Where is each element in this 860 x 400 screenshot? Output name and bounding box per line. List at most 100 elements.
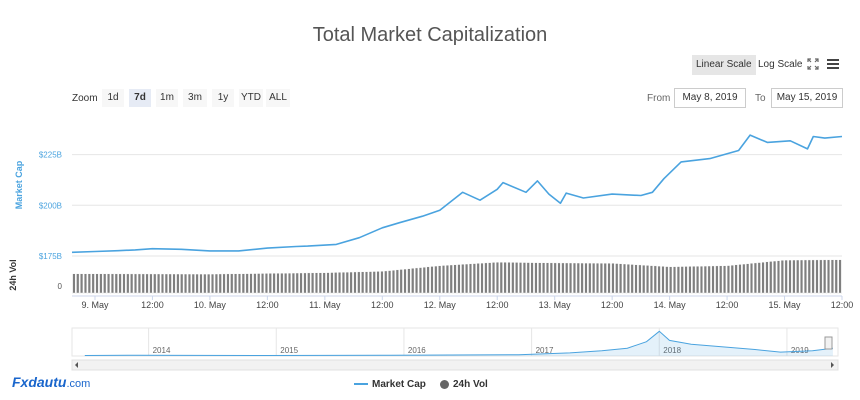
volume-bar bbox=[195, 273, 199, 294]
volume-bar bbox=[607, 263, 611, 294]
volume-bar bbox=[642, 264, 646, 294]
zoom-1y-button[interactable]: 1y bbox=[212, 89, 234, 107]
to-date-input[interactable]: May 15, 2019 bbox=[771, 88, 843, 108]
legend-item-market-cap[interactable]: Market Cap bbox=[354, 379, 426, 390]
volume-bar bbox=[418, 267, 422, 294]
x-tick-label: 12:00 bbox=[256, 300, 279, 310]
volume-bar bbox=[230, 273, 234, 294]
volume-bar bbox=[353, 271, 357, 294]
volume-bar bbox=[87, 273, 91, 294]
volume-bar bbox=[415, 267, 419, 294]
volume-bar bbox=[838, 259, 842, 294]
volume-bar bbox=[411, 268, 415, 294]
x-tick-label: 12:00 bbox=[486, 300, 509, 310]
volume-bar bbox=[553, 262, 557, 294]
from-date-input[interactable]: May 8, 2019 bbox=[674, 88, 746, 108]
volume-bar bbox=[388, 270, 392, 294]
volume-bar bbox=[646, 265, 650, 294]
volume-bar bbox=[634, 264, 638, 294]
y-tick-label: $225B bbox=[39, 151, 62, 160]
volume-bar bbox=[653, 265, 657, 294]
y-tick-label: $175B bbox=[39, 252, 62, 261]
volume-bar bbox=[630, 264, 634, 294]
volume-bar bbox=[368, 271, 372, 294]
log-scale-button[interactable]: Log Scale bbox=[758, 59, 803, 70]
volume-bar bbox=[730, 264, 734, 294]
volume-bar bbox=[765, 261, 769, 294]
zoom-ytd-button[interactable]: YTD bbox=[239, 89, 263, 107]
vol-tick-label: 0 bbox=[58, 282, 63, 291]
volume-bar bbox=[619, 263, 623, 294]
volume-bar bbox=[126, 273, 130, 294]
navigator-area bbox=[84, 331, 833, 356]
fullscreen-icon[interactable] bbox=[806, 57, 820, 71]
volume-bar bbox=[734, 264, 738, 294]
y-tick-label: $200B bbox=[39, 201, 62, 210]
volume-bar bbox=[276, 273, 280, 294]
volume-bar bbox=[299, 272, 303, 294]
volume-bar bbox=[449, 264, 453, 294]
volume-bar bbox=[438, 265, 442, 294]
volume-bar bbox=[480, 262, 484, 294]
volume-bar bbox=[122, 273, 126, 294]
volume-bar bbox=[615, 263, 619, 294]
volume-bar bbox=[557, 262, 561, 294]
legend-item-24h-vol[interactable]: 24h Vol bbox=[440, 379, 488, 390]
volume-bar bbox=[153, 273, 157, 294]
x-tick-label: 13. May bbox=[539, 300, 572, 310]
volume-bar bbox=[588, 262, 592, 294]
volume-bar bbox=[488, 262, 492, 294]
linear-scale-button[interactable]: Linear Scale bbox=[692, 55, 756, 75]
menu-icon[interactable] bbox=[826, 57, 840, 71]
volume-bar bbox=[515, 262, 519, 294]
volume-bar bbox=[164, 273, 168, 294]
zoom-3m-button[interactable]: 3m bbox=[183, 89, 207, 107]
volume-bar bbox=[380, 271, 384, 294]
zoom-all-button[interactable]: ALL bbox=[266, 89, 290, 107]
volume-bar bbox=[372, 271, 376, 294]
volume-bar bbox=[603, 263, 607, 294]
volume-bar bbox=[103, 273, 107, 294]
volume-bar bbox=[249, 273, 253, 294]
zoom-1d-button[interactable]: 1d bbox=[102, 89, 124, 107]
volume-bar bbox=[314, 272, 318, 294]
volume-bar bbox=[114, 273, 118, 294]
volume-bar bbox=[538, 262, 542, 294]
volume-bar bbox=[465, 263, 469, 294]
volume-bar bbox=[434, 265, 438, 294]
volume-bar bbox=[187, 273, 191, 294]
volume-bar bbox=[349, 271, 353, 294]
watermark: Fxdautu.com bbox=[12, 374, 90, 390]
volume-bar bbox=[107, 273, 111, 294]
volume-bar bbox=[830, 259, 834, 294]
volume-bar bbox=[222, 273, 226, 294]
volume-bar bbox=[391, 270, 395, 294]
volume-bar bbox=[715, 265, 719, 294]
volume-bar bbox=[800, 259, 804, 294]
grid-lines bbox=[72, 154, 842, 294]
volume-bar bbox=[561, 262, 565, 294]
volume-bar bbox=[511, 262, 515, 294]
volume-bar bbox=[673, 266, 677, 294]
volume-bar bbox=[592, 262, 596, 294]
zoom-1m-button[interactable]: 1m bbox=[156, 89, 178, 107]
volume-bar bbox=[596, 262, 600, 294]
volume-bar bbox=[257, 273, 261, 294]
volume-bar bbox=[622, 263, 626, 294]
navigator: 2014 2015 2016 2017 2018 2019 bbox=[71, 327, 839, 371]
volume-bar bbox=[676, 266, 680, 294]
navigator-year-label: 2018 bbox=[663, 346, 681, 355]
chart-title: Total Market Capitalization bbox=[312, 24, 548, 46]
volume-bar bbox=[757, 262, 761, 294]
x-tick-label: 12:00 bbox=[371, 300, 394, 310]
zoom-7d-button[interactable]: 7d bbox=[129, 89, 151, 107]
volume-bar bbox=[661, 266, 665, 294]
volume-bar bbox=[611, 263, 615, 294]
volume-bar bbox=[442, 265, 446, 294]
volume-bar bbox=[769, 261, 773, 294]
volume-bar bbox=[468, 263, 472, 294]
market-cap-series bbox=[71, 134, 843, 254]
volume-bar bbox=[430, 266, 434, 294]
volume-bar bbox=[395, 269, 399, 294]
volume-bar bbox=[807, 259, 811, 294]
